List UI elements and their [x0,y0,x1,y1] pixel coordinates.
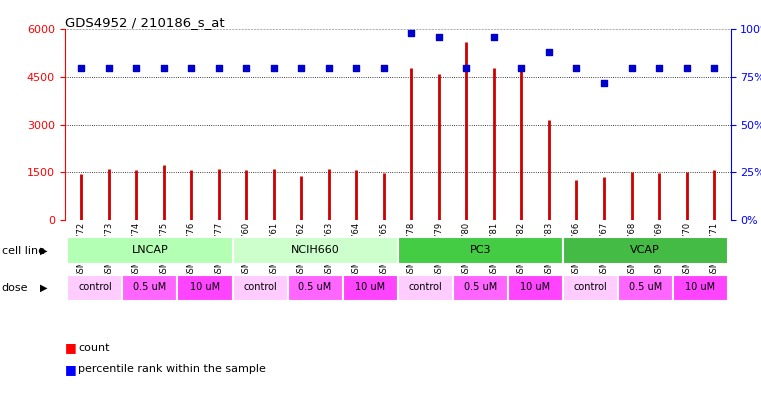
Text: percentile rank within the sample: percentile rank within the sample [78,364,266,375]
Bar [342,275,397,301]
Point [350,64,362,71]
Text: 10 uM: 10 uM [355,282,385,292]
Point [75,64,88,71]
Text: control: control [244,282,277,292]
Point [130,64,142,71]
Point [626,64,638,71]
Point [158,64,170,71]
Point [240,64,253,71]
Text: cell line: cell line [2,246,45,256]
Point [377,64,390,71]
Point [680,64,693,71]
Point [406,30,418,37]
Point [708,64,720,71]
Point [433,34,445,40]
Point [323,64,335,71]
Bar [453,275,508,301]
Text: LNCAP: LNCAP [132,245,168,255]
Point [295,64,307,71]
Text: 10 uM: 10 uM [190,282,220,292]
Text: NCIH660: NCIH660 [291,245,339,255]
Text: 10 uM: 10 uM [685,282,715,292]
Bar [618,275,673,301]
Bar [123,275,177,301]
Text: control: control [78,282,112,292]
Bar [562,275,618,301]
Text: control: control [573,282,607,292]
Point [268,64,280,71]
Text: control: control [408,282,442,292]
Bar [233,237,397,264]
Point [103,64,115,71]
Point [543,49,555,55]
Bar [562,237,728,264]
Text: VCAP: VCAP [630,245,660,255]
Point [212,64,224,71]
Text: ■: ■ [65,363,76,376]
Bar [508,275,562,301]
Point [185,64,197,71]
Point [571,64,583,71]
Text: PC3: PC3 [470,245,491,255]
Bar [397,237,562,264]
Bar [177,275,233,301]
Bar [233,275,288,301]
Bar [288,275,342,301]
Point [653,64,665,71]
Text: 0.5 uM: 0.5 uM [298,282,332,292]
Point [515,64,527,71]
Text: ■: ■ [65,341,76,354]
Text: ▶: ▶ [40,246,48,256]
Text: 0.5 uM: 0.5 uM [133,282,167,292]
Point [460,64,473,71]
Text: ▶: ▶ [40,283,48,293]
Bar [68,237,233,264]
Point [598,80,610,86]
Text: 10 uM: 10 uM [520,282,550,292]
Bar [673,275,728,301]
Bar [397,275,453,301]
Text: GDS4952 / 210186_s_at: GDS4952 / 210186_s_at [65,16,224,29]
Text: 0.5 uM: 0.5 uM [629,282,662,292]
Text: 0.5 uM: 0.5 uM [463,282,497,292]
Text: dose: dose [2,283,28,293]
Point [488,34,500,40]
Text: count: count [78,343,110,353]
Bar [68,275,123,301]
